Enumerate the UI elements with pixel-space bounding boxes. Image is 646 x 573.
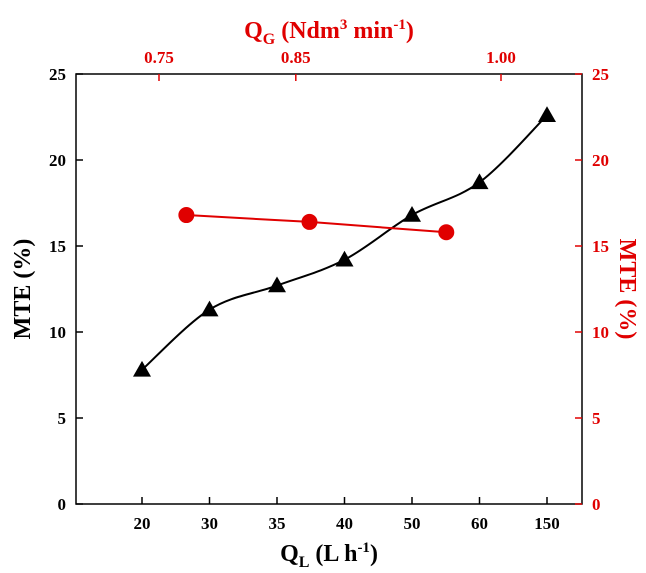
bottom-tick-label: 20 (134, 514, 151, 533)
right-tick-label: 20 (592, 151, 609, 170)
left-tick-label: 5 (58, 409, 67, 428)
triangle-marker (133, 360, 151, 377)
right-tick-label: 5 (592, 409, 601, 428)
left-tick-label: 25 (49, 65, 66, 84)
bottom-tick-label: 50 (404, 514, 421, 533)
top-axis-title: QG (Ndm3 min-1) (244, 17, 414, 48)
bottom-axis-title: QL (L h-1) (280, 540, 378, 571)
top-tick-label: 0.85 (281, 48, 311, 67)
left-tick-label: 10 (49, 323, 66, 342)
top-axis-ticks: 0.75 0.85 1.00 (144, 48, 516, 81)
triangle-marker (403, 206, 421, 222)
left-axis-title: MTE (%) (10, 239, 36, 340)
triangle-marker (470, 173, 489, 190)
left-tick-label: 0 (58, 495, 67, 514)
circle-marker (178, 207, 195, 224)
triangle-marker (268, 276, 286, 293)
right-tick-label: 25 (592, 65, 609, 84)
bottom-tick-label: 35 (269, 514, 286, 533)
left-tick-label: 20 (49, 151, 66, 170)
top-tick-label: 1.00 (486, 48, 516, 67)
circle-marker (301, 213, 318, 230)
right-tick-label: 0 (592, 495, 601, 514)
right-axis-title: MTE (%) (614, 239, 640, 340)
series-line-black (141, 114, 548, 371)
plot-frame (75, 73, 583, 505)
triangle-marker (200, 300, 219, 317)
bottom-tick-label: 40 (336, 514, 353, 533)
left-tick-label: 15 (49, 237, 66, 256)
bottom-tick-label: 60 (471, 514, 488, 533)
top-tick-label: 0.75 (144, 48, 174, 67)
left-axis-ticks: 0 5 10 15 20 25 (49, 65, 83, 514)
series-layer (133, 106, 556, 377)
bottom-tick-label: 30 (201, 514, 218, 533)
bottom-axis-ticks: 20 30 35 40 50 60 150 (134, 497, 560, 533)
bottom-tick-label: 150 (534, 514, 560, 533)
triangle-marker (335, 250, 354, 267)
circle-marker (438, 224, 455, 241)
right-axis-ticks: 0 5 10 15 20 25 (575, 65, 609, 514)
right-tick-label: 10 (592, 323, 609, 342)
triangle-marker (538, 106, 556, 123)
right-tick-label: 15 (592, 237, 609, 256)
